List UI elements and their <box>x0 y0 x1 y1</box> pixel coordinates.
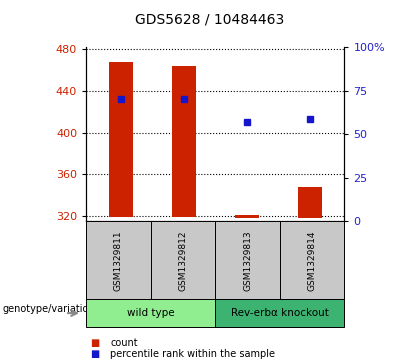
Bar <box>109 62 133 217</box>
Bar <box>298 187 322 218</box>
Bar <box>86 299 215 327</box>
Text: count: count <box>110 338 138 348</box>
Text: wild type: wild type <box>127 308 174 318</box>
Text: percentile rank within the sample: percentile rank within the sample <box>110 349 276 359</box>
Text: genotype/variation: genotype/variation <box>2 304 95 314</box>
Text: GSM1329811: GSM1329811 <box>114 230 123 291</box>
Text: GSM1329814: GSM1329814 <box>307 230 317 291</box>
Text: ■: ■ <box>90 349 100 359</box>
Bar <box>280 221 344 299</box>
Text: GDS5628 / 10484463: GDS5628 / 10484463 <box>135 13 285 27</box>
Text: Rev-erbα knockout: Rev-erbα knockout <box>231 308 329 318</box>
Text: GSM1329813: GSM1329813 <box>243 230 252 291</box>
Bar <box>172 66 196 217</box>
Bar <box>215 221 280 299</box>
Text: ■: ■ <box>90 338 100 348</box>
Text: GSM1329812: GSM1329812 <box>178 230 187 291</box>
Bar <box>235 215 259 218</box>
Bar <box>86 221 151 299</box>
Bar <box>151 221 215 299</box>
Bar <box>215 299 344 327</box>
